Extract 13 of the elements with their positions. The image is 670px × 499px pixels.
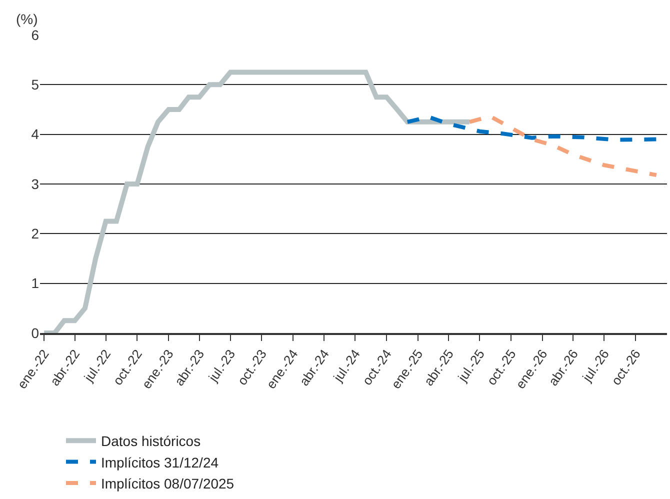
line-series (467, 114, 658, 178)
y-axis-title: (%) (16, 11, 38, 27)
legend-label: Implícitos 08/07/2025 (101, 475, 234, 492)
y-tick-label: 0 (31, 324, 40, 341)
y-tick-label: 5 (31, 76, 40, 93)
y-tick-label: 6 (31, 26, 40, 43)
y-tick-label: 4 (31, 126, 40, 142)
y-tick-label: 3 (31, 176, 40, 192)
y-tick-label: 1 (31, 275, 40, 292)
legend-label: Datos históricos (101, 433, 201, 450)
y-tick-label: 2 (31, 226, 40, 242)
legend-label: Implícitos 31/12/24 (101, 454, 219, 470)
line-series (405, 114, 658, 142)
